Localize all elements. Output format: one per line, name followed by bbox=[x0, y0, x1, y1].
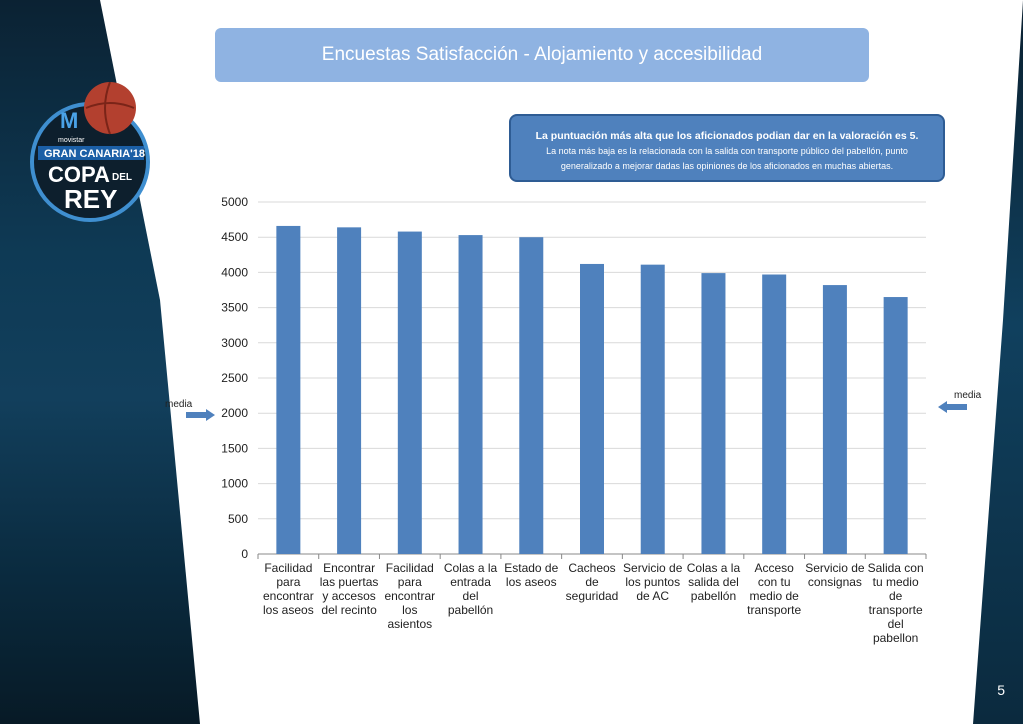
note-headline: La puntuación más alta que los aficionad… bbox=[535, 130, 916, 142]
arrow-right-icon bbox=[186, 409, 215, 421]
bar bbox=[276, 225, 301, 554]
x-tick-label: Encontrar las puertas y accesos del recinto bbox=[320, 561, 379, 617]
x-tick-label: Estado de los aseos bbox=[504, 561, 558, 589]
x-tick-label: Salida con tu medio de transporte del pabello… bbox=[868, 561, 924, 645]
bar bbox=[883, 297, 908, 554]
svg-text:DEL: DEL bbox=[112, 172, 132, 183]
bar bbox=[458, 235, 483, 554]
note-callout: La puntuación más alta que los aficionad… bbox=[509, 114, 945, 182]
y-tick-label: 2500 bbox=[221, 371, 248, 385]
basketball-icon bbox=[84, 82, 136, 134]
bar bbox=[701, 273, 726, 554]
y-tick-label: 3000 bbox=[221, 336, 248, 350]
y-tick-label: 0 bbox=[241, 547, 248, 561]
bar bbox=[519, 237, 544, 554]
bar bbox=[580, 263, 604, 554]
x-tick-label: Facilidad para encontrar los asientos bbox=[384, 561, 435, 631]
page-number: 5 bbox=[997, 682, 1005, 698]
slide-title: Encuestas Satisfacción - Alojamiento y a… bbox=[321, 44, 763, 65]
decorative-right-background bbox=[973, 0, 1023, 724]
bar bbox=[822, 285, 847, 554]
x-tick-label: Acceso con tu medio de transporte bbox=[747, 561, 801, 617]
svg-text:GRAN CANARIA'18: GRAN CANARIA'18 bbox=[44, 148, 145, 160]
x-tick-label: Cacheos de seguridad bbox=[566, 561, 619, 603]
bar bbox=[337, 227, 362, 554]
media-label-left: media bbox=[165, 399, 193, 410]
x-tick-label: Servicio de consignas bbox=[805, 561, 865, 589]
y-tick-label: 4000 bbox=[221, 265, 248, 279]
y-tick-label: 2000 bbox=[221, 406, 248, 420]
media-label-right: media bbox=[954, 390, 982, 401]
note-text: La nota más baja es la relacionada con l… bbox=[546, 146, 908, 171]
arrow-left-icon bbox=[938, 401, 967, 413]
x-tick-label: Facilidad para encontrar los aseos bbox=[263, 561, 314, 617]
y-tick-label: 5000 bbox=[221, 195, 248, 209]
svg-text:COPA: COPA bbox=[48, 162, 110, 187]
x-tick-label: Colas a la entrada del pabellón bbox=[444, 561, 498, 617]
svg-text:REY: REY bbox=[64, 184, 117, 214]
copa-del-rey-logo: M movistar GRAN CANARIA'18 COPA DEL REY bbox=[30, 82, 150, 222]
x-tick-label: Colas a la salida del pabellón bbox=[687, 561, 741, 603]
bar bbox=[762, 274, 787, 554]
y-tick-label: 1500 bbox=[221, 441, 248, 455]
bar bbox=[640, 264, 665, 554]
bar bbox=[397, 231, 422, 554]
svg-text:movistar: movistar bbox=[58, 137, 85, 144]
y-tick-label: 1000 bbox=[221, 477, 248, 491]
y-tick-label: 4500 bbox=[221, 230, 248, 244]
x-tick-label: Servicio de los puntos de AC bbox=[623, 561, 683, 603]
y-tick-label: 500 bbox=[228, 512, 248, 526]
movistar-icon: M bbox=[60, 108, 78, 133]
y-tick-label: 3500 bbox=[221, 301, 248, 315]
slide-title-banner: Encuestas Satisfacción - Alojamiento y a… bbox=[215, 28, 869, 82]
